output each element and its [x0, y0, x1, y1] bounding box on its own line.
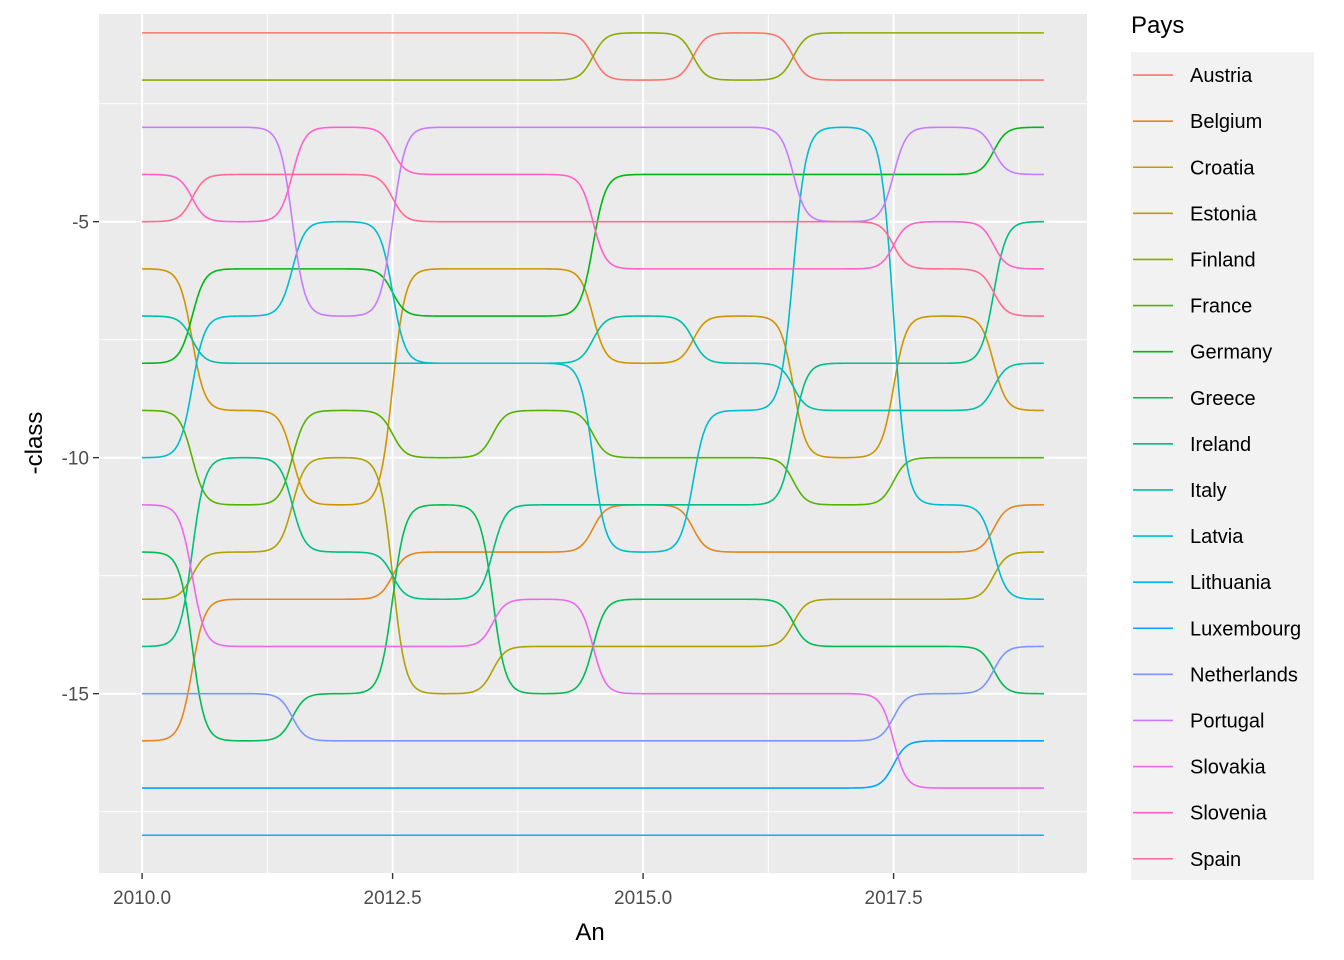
legend-label-greece: Greece	[1190, 388, 1256, 410]
series-line-luxembourg	[142, 740, 1044, 789]
legend-label-italy: Italy	[1190, 480, 1227, 502]
y-axis-title: -class	[21, 412, 48, 475]
series-line-spain	[142, 173, 1044, 317]
legend-background	[1131, 52, 1314, 880]
x-tick-label: 2015.0	[614, 888, 672, 909]
y-tick-label: -10	[62, 449, 89, 470]
x-axis-ticks: 2010.0 2012.5 2015.0 2017.5	[113, 873, 923, 909]
series-line-ireland	[142, 220, 1044, 648]
legend-title: Pays	[1131, 12, 1184, 39]
x-axis-title: An	[575, 919, 604, 946]
series-line-belgium	[142, 504, 1044, 742]
legend-label-luxembourg: Luxembourg	[1190, 618, 1301, 640]
legend-label-estonia: Estonia	[1190, 203, 1258, 225]
series-line-france	[142, 409, 1044, 506]
legend-label-slovakia: Slovakia	[1190, 757, 1266, 779]
series-line-netherlands	[142, 645, 1044, 742]
legend-label-lithuania: Lithuania	[1190, 572, 1272, 594]
series-line-finland	[142, 32, 1044, 81]
legend-label-austria: Austria	[1190, 65, 1253, 87]
legend: Pays Austria Belgium Croatia Estonia Finland…	[1131, 12, 1314, 880]
legend-label-finland: Finland	[1190, 249, 1256, 271]
legend-label-spain: Spain	[1190, 849, 1241, 871]
y-tick-label: -15	[62, 685, 89, 706]
x-tick-label: 2010.0	[113, 888, 171, 909]
series-line-latvia	[142, 126, 1044, 601]
legend-label-belgium: Belgium	[1190, 111, 1262, 133]
series-lines	[142, 32, 1044, 837]
legend-items: Austria Belgium Croatia Estonia Finland Franc…	[1133, 65, 1301, 871]
legend-label-portugal: Portugal	[1190, 710, 1265, 732]
legend-label-latvia: Latvia	[1190, 526, 1244, 548]
series-line-portugal	[142, 126, 1044, 317]
legend-label-croatia: Croatia	[1190, 157, 1255, 179]
legend-label-ireland: Ireland	[1190, 434, 1251, 456]
series-line-italy	[142, 315, 1044, 412]
legend-label-germany: Germany	[1190, 342, 1272, 364]
series-line-slovakia	[142, 504, 1044, 789]
y-axis-ticks: -5 -10 -15	[62, 213, 99, 706]
plot-background	[99, 14, 1087, 873]
x-tick-label: 2012.5	[364, 888, 422, 909]
legend-label-netherlands: Netherlands	[1190, 664, 1298, 686]
y-tick-label: -5	[72, 213, 89, 234]
legend-label-france: France	[1190, 296, 1252, 318]
legend-label-slovenia: Slovenia	[1190, 803, 1268, 825]
x-tick-label: 2017.5	[865, 888, 923, 909]
